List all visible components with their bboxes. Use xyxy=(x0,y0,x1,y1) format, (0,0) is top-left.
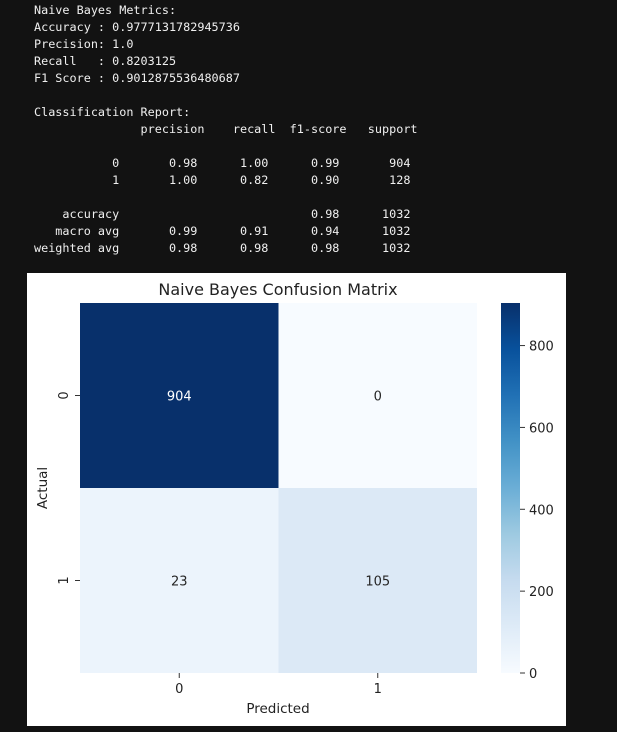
heatmap-cell xyxy=(80,303,279,488)
console-output: Naive Bayes Metrics: Accuracy : 0.9777131… xyxy=(34,2,418,257)
x-axis-label: Predicted xyxy=(246,701,309,717)
heatmap-cell xyxy=(278,303,477,488)
console-line: Recall : 0.8203125 xyxy=(34,54,177,68)
console-line: macro avg 0.99 0.91 0.94 1032 xyxy=(34,224,411,238)
colorbar-tick-label: 600 xyxy=(529,421,554,436)
console-line xyxy=(34,138,418,155)
console-line: Classification Report: xyxy=(34,105,191,119)
console-line xyxy=(34,87,418,104)
x-tick-label: 0 xyxy=(175,682,183,697)
console-line: precision recall f1-score support xyxy=(34,122,418,136)
console-line: 1 1.00 0.82 0.90 128 xyxy=(34,173,411,187)
y-tick-label: 1 xyxy=(57,576,72,584)
heatmap-cell-label: 0 xyxy=(374,390,382,405)
console-line: Naive Bayes Metrics: xyxy=(34,3,177,17)
confusion-matrix-figure: Naive Bayes Confusion Matrix 904 0 23 105 0… xyxy=(27,273,566,726)
y-axis-label: Actual xyxy=(35,467,51,509)
colorbar-tick-label: 400 xyxy=(529,503,554,518)
colorbar-tick-label: 0 xyxy=(529,667,537,682)
heatmap-cell-label: 23 xyxy=(171,575,188,590)
console-line: accuracy 0.98 1032 xyxy=(34,207,411,221)
heatmap-cell xyxy=(278,488,477,673)
colorbar xyxy=(501,303,520,673)
x-tick-label: 1 xyxy=(374,682,382,697)
confusion-matrix-chart: Naive Bayes Confusion Matrix 904 0 23 105 0… xyxy=(35,280,554,717)
chart-title: Naive Bayes Confusion Matrix xyxy=(158,280,397,299)
colorbar-tick-label: 800 xyxy=(529,340,554,355)
console-line: Accuracy : 0.9777131782945736 xyxy=(34,20,240,34)
console-line xyxy=(34,189,418,206)
console-line: 0 0.98 1.00 0.99 904 xyxy=(34,156,411,170)
heatmap-cell-label: 904 xyxy=(167,390,192,405)
heatmap-cell-label: 105 xyxy=(365,575,390,590)
console-line: Precision: 1.0 xyxy=(34,37,134,51)
colorbar-tick-label: 200 xyxy=(529,585,554,600)
heatmap-cell xyxy=(80,488,279,673)
console-line: weighted avg 0.98 0.98 0.98 1032 xyxy=(34,241,411,255)
y-tick-label: 0 xyxy=(57,391,72,399)
console-line: F1 Score : 0.9012875536480687 xyxy=(34,71,240,85)
